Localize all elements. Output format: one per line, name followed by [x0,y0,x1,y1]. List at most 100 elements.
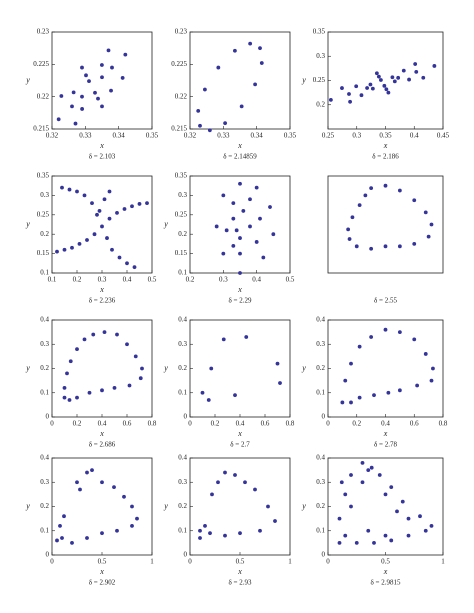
point [70,540,74,545]
panel-caption: δ = 2.902 [89,579,116,587]
x-tick-label: 0.35 [146,132,159,140]
y-tick-label: 0.2 [316,364,325,372]
point [198,123,202,128]
x-axis-label: x [99,567,104,576]
point [233,48,237,53]
point [368,82,373,87]
x-axis-label: x [237,141,242,150]
point [389,485,394,489]
point [238,251,242,256]
point [102,330,107,335]
panel-caption: δ = 2.14859 [223,153,257,161]
point [70,104,74,109]
point [96,96,100,101]
y-tick-label: 0 [46,551,50,559]
y-tick-label: 0.35 [37,172,50,180]
y-tick-label: 0.3 [40,340,49,348]
point [112,386,117,390]
y-tick-label: 0.4 [316,454,325,462]
y-tick-label: 0.35 [175,172,188,180]
point [412,198,417,203]
point [432,64,437,68]
point [231,243,236,248]
y-tick-label: 0.3 [178,191,187,199]
x-tick-label: 0.3 [352,132,361,140]
point [369,186,374,191]
point [340,400,345,405]
y-tick-label: 0.4 [178,316,187,324]
y-tick-label: 0.3 [316,478,325,486]
point [407,77,411,82]
point [401,68,406,73]
y-tick-label: 0.25 [175,210,188,218]
point [248,41,253,46]
point [60,536,64,540]
point [198,528,202,533]
x-tick-label: 0.2 [73,420,82,428]
y-tick-label: 0.2 [316,502,325,510]
point [200,390,205,395]
point [386,390,391,395]
point [343,492,348,497]
point [106,48,111,53]
panel-caption: δ = 2.7 [230,441,250,449]
point [268,205,272,209]
point [82,193,87,198]
x-tick-label: 0.45 [437,132,450,140]
y-tick-label: 0.2 [40,502,49,510]
y-tick-label: 0.3 [40,478,49,486]
point [374,71,379,76]
y-tick-label: 0.1 [178,388,187,396]
point [62,395,67,400]
x-tick-label: 0.5 [381,558,390,566]
plot-frame [189,31,291,130]
point [337,516,342,521]
y-tick-label: 0.4 [316,316,325,324]
point [372,540,376,545]
plot-frame [327,457,444,556]
point [349,473,353,477]
point [100,531,104,536]
y-tick-label: 0.1 [178,526,187,534]
point [97,209,102,213]
point [384,87,389,92]
point [414,69,419,74]
point [207,128,212,133]
point [354,244,359,249]
panel-caption: δ = 2.9815 [371,579,401,587]
point [133,354,138,359]
point [273,519,277,523]
point [347,92,351,96]
plot-frame [327,319,444,418]
point [137,202,142,206]
point [93,90,97,95]
point [68,359,73,364]
y-axis-label: y [25,219,30,228]
point [123,52,128,57]
point [231,216,236,221]
plot-frame [51,457,153,556]
point [261,255,266,260]
x-axis-label: x [99,429,104,438]
point [243,480,247,485]
point [56,117,61,122]
point [115,332,119,337]
point [354,84,359,89]
point [395,509,399,514]
point [115,528,119,533]
point [350,215,355,220]
point [132,265,137,270]
point [396,75,401,80]
point [400,499,405,504]
point [91,332,96,337]
point [343,533,348,538]
point [92,232,97,237]
y-tick-label: 0.3 [316,52,325,60]
point [383,327,388,332]
point [379,78,383,82]
point [59,94,64,98]
point [383,183,388,188]
panel-caption: δ = 2.29 [229,297,252,305]
point [244,335,249,339]
